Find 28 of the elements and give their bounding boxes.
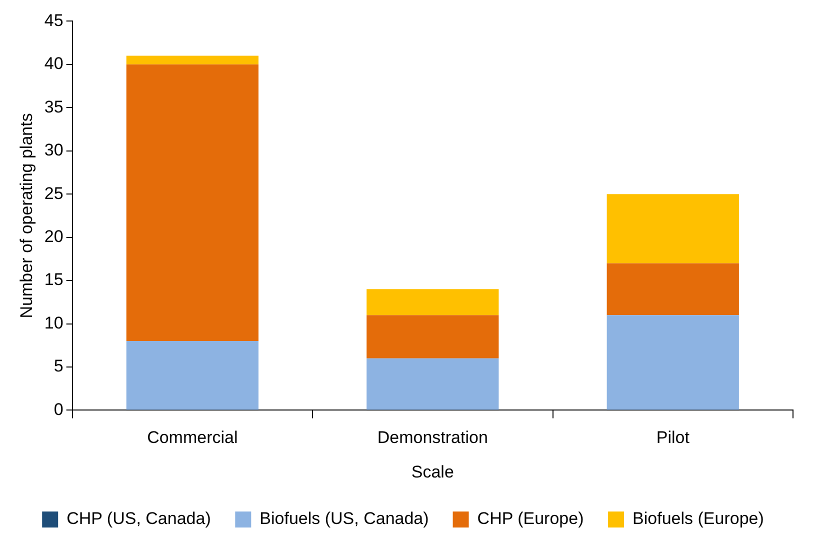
y-tick-label: 35 [44, 97, 64, 116]
bar [126, 56, 258, 64]
y-tick-label: 15 [44, 270, 64, 290]
bar [366, 289, 499, 316]
bar [606, 315, 739, 410]
bar [126, 341, 258, 410]
bar [606, 194, 739, 264]
y-tick-label: 40 [44, 54, 64, 74]
x-axis-title: Scale [411, 462, 454, 482]
legend-label: Biofuels (US, Canada) [260, 509, 429, 528]
bar [606, 263, 739, 316]
y-tick-label: 25 [44, 184, 64, 203]
legend-label: CHP (US, Canada) [66, 509, 211, 528]
legend-label: Biofuels (Europe) [632, 509, 764, 528]
bar [126, 64, 258, 342]
legend-label: CHP (Europe) [477, 509, 584, 528]
x-tick-label: Commercial [147, 428, 238, 448]
y-axis-title: Number of operating plants [16, 113, 36, 318]
x-tick-label: Demonstration [377, 428, 488, 448]
y-tick-label: 45 [44, 10, 64, 30]
x-tick-label: Pilot [656, 428, 690, 448]
y-tick-label: 0 [54, 400, 64, 419]
y-tick-label: 20 [44, 227, 64, 246]
y-tick-label: 5 [54, 356, 64, 376]
y-tick-label: 10 [44, 313, 64, 332]
y-tick-label: 30 [44, 140, 64, 160]
bar [366, 315, 499, 358]
bar [366, 358, 499, 410]
